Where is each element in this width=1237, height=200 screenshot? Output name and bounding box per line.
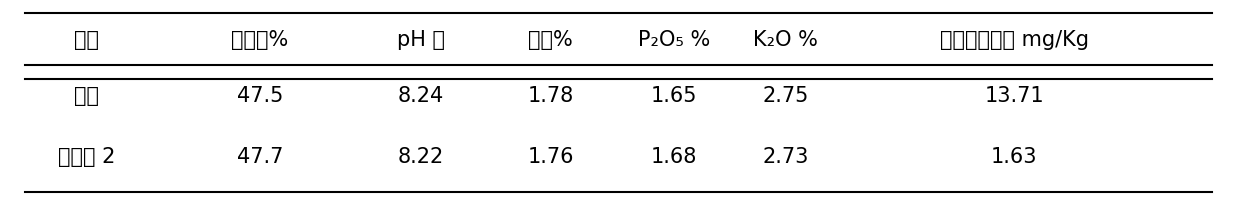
Text: 1.78: 1.78 bbox=[527, 86, 574, 106]
Text: K₂O %: K₂O % bbox=[753, 30, 818, 50]
Text: 47.7: 47.7 bbox=[236, 146, 283, 166]
Text: 全氮%: 全氮% bbox=[528, 30, 573, 50]
Text: P₂O₅ %: P₂O₅ % bbox=[638, 30, 710, 50]
Text: 1.76: 1.76 bbox=[527, 146, 574, 166]
Text: 1.65: 1.65 bbox=[651, 86, 698, 106]
Text: 有机质%: 有机质% bbox=[231, 30, 288, 50]
Text: 2.75: 2.75 bbox=[762, 86, 809, 106]
Text: 8.24: 8.24 bbox=[397, 86, 444, 106]
Text: 对照: 对照 bbox=[74, 86, 99, 106]
Text: pH 值: pH 值 bbox=[397, 30, 444, 50]
Text: 8.22: 8.22 bbox=[397, 146, 444, 166]
Text: 实施例 2: 实施例 2 bbox=[58, 146, 115, 166]
Text: 47.5: 47.5 bbox=[236, 86, 283, 106]
Text: 1.68: 1.68 bbox=[651, 146, 698, 166]
Text: 1.63: 1.63 bbox=[991, 146, 1038, 166]
Text: 四环素残留量 mg/Kg: 四环素残留量 mg/Kg bbox=[940, 30, 1089, 50]
Text: 2.73: 2.73 bbox=[762, 146, 809, 166]
Text: 13.71: 13.71 bbox=[985, 86, 1044, 106]
Text: 处理: 处理 bbox=[74, 30, 99, 50]
